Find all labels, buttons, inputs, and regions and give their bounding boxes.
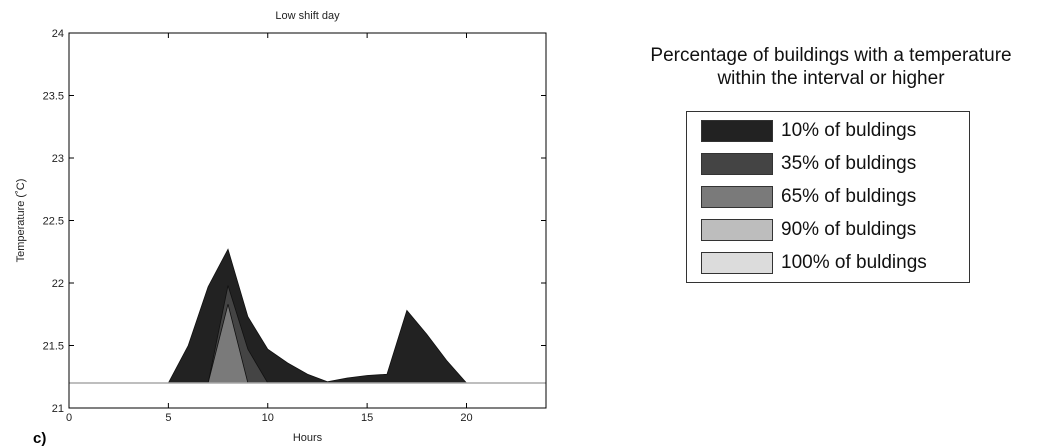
- x-tick-label: 15: [361, 412, 373, 424]
- x-axis-title: Hours: [293, 432, 323, 444]
- legend-swatch: [701, 186, 773, 208]
- legend-title-line-2: within the interval or higher: [717, 68, 945, 89]
- x-tick-label: 0: [66, 412, 72, 424]
- legend-swatch: [701, 219, 773, 241]
- legend-label: 90% of buldings: [781, 219, 917, 240]
- y-tick-label: 21.5: [43, 341, 64, 353]
- y-tick-label: 21: [52, 403, 64, 415]
- x-tick-label: 20: [460, 412, 472, 424]
- x-tick-label: 10: [262, 412, 274, 424]
- legend-swatch: [701, 252, 773, 274]
- plot-frame: [68, 32, 547, 409]
- area-layer: [167, 248, 468, 384]
- tick-layer: 0 5 10 15 20 21 21.5 22 22.5 23 23.5 24: [43, 28, 546, 424]
- legend-label: 65% of buldings: [781, 186, 917, 207]
- legend-title: Percentage of buildings with a temperatu…: [596, 44, 1059, 90]
- legend-swatch: [701, 153, 773, 175]
- legend-label: 10% of buldings: [781, 120, 917, 141]
- chart-title: Low shift day: [275, 10, 340, 22]
- legend-entry: 100% of buldings: [701, 250, 927, 276]
- y-tick-label: 22: [52, 278, 64, 290]
- legend: 10% of buldings 35% of buldings 65% of bul…: [686, 111, 970, 283]
- legend-label: 100% of buldings: [781, 252, 927, 273]
- panel-label: c): [33, 430, 46, 447]
- y-axis-title: Temperature (˚C): [15, 179, 27, 263]
- legend-title-line-1: Percentage of buildings with a temperatu…: [650, 45, 1012, 66]
- legend-entry: 90% of buldings: [701, 217, 916, 243]
- legend-entry: 65% of buldings: [701, 184, 916, 210]
- legend-entry: 35% of buldings: [701, 151, 916, 177]
- y-tick-label: 24: [52, 28, 64, 40]
- legend-label: 35% of buldings: [781, 153, 917, 174]
- x-tick-label: 5: [165, 412, 171, 424]
- y-tick-label: 23.5: [43, 91, 64, 103]
- legend-swatch: [701, 120, 773, 142]
- y-tick-label: 23: [52, 153, 64, 165]
- legend-entry: 10% of buldings: [701, 118, 916, 144]
- y-tick-label: 22.5: [43, 216, 64, 228]
